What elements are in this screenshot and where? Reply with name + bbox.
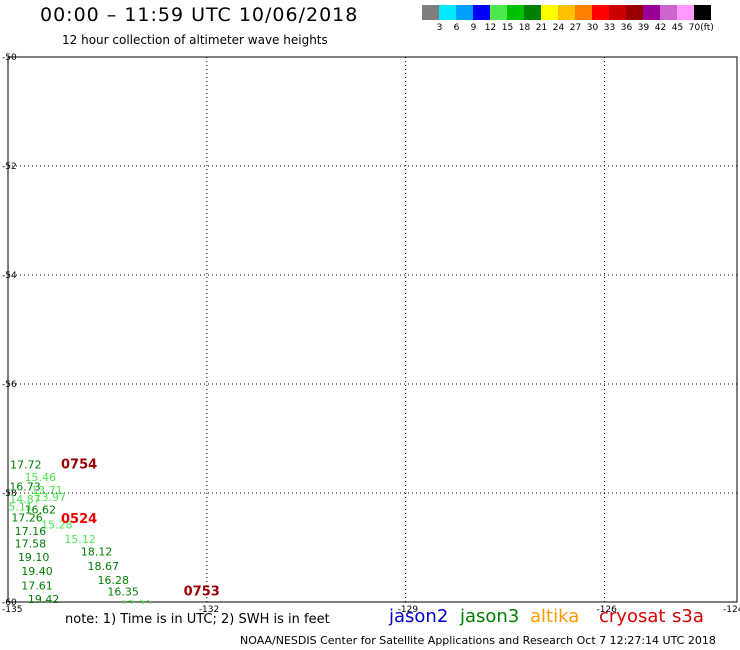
wave-height-label: 18.67 <box>88 560 120 573</box>
legend-label: 18 <box>518 23 531 33</box>
wave-height-label: 15.12 <box>64 533 96 546</box>
wave-height-label: 13.97 <box>35 491 67 504</box>
pass-time-label: 0754 <box>61 457 97 472</box>
wave-height-label: 14.87 <box>9 493 41 506</box>
legend-unit: (ft) <box>700 23 714 33</box>
x-tick-label: -124 <box>723 605 740 615</box>
legend-label: 12 <box>484 23 497 33</box>
legend-swatch <box>456 5 473 20</box>
chart-title: 00:00 – 11:59 UTC 10/06/2018 <box>40 4 359 26</box>
plot-frame <box>7 56 738 603</box>
credit-line: NOAA/NESDIS Center for Satellite Applica… <box>240 634 716 647</box>
legend-swatch <box>626 5 643 20</box>
legend-swatch <box>660 5 677 20</box>
satellite-label-altika: altika <box>530 606 580 627</box>
legend-swatch <box>524 5 541 20</box>
y-tick-label: -52 <box>2 162 17 172</box>
footer-note: note: 1) Time is in UTC; 2) SWH is in fe… <box>65 612 330 627</box>
legend-label: 33 <box>603 23 616 33</box>
wave-height-label: 17.72 <box>10 458 42 471</box>
legend-label: 42 <box>654 23 667 33</box>
y-tick-label: -56 <box>2 380 17 390</box>
legend-swatch <box>609 5 626 20</box>
legend-label: 3 <box>436 23 443 33</box>
pass-time-label: 0753 <box>184 584 220 599</box>
wave-height-label: 19.10 <box>18 551 50 564</box>
wave-height-label: 16.28 <box>97 574 129 587</box>
wave-height-label: 17.16 <box>15 525 47 538</box>
wave-height-label: 15.46 <box>25 471 57 484</box>
observation-layer: 13.3713.3613.6514.3513.0115.7314.8213.92… <box>1 457 220 619</box>
legend-swatch <box>643 5 660 20</box>
wave-height-label: 16.35 <box>107 585 139 598</box>
x-tick-label: -129 <box>398 605 419 615</box>
y-tick-label: -60 <box>2 598 17 608</box>
satellite-label-jason3: jason3 <box>460 606 520 627</box>
legend-swatch <box>541 5 558 20</box>
wave-height-label: 17.61 <box>21 579 53 592</box>
wave-height-label: 15.11 <box>1 500 33 513</box>
x-tick-label: -135 <box>2 605 22 615</box>
y-tick-label: -54 <box>2 271 17 281</box>
chart-subtitle: 12 hour collection of altimeter wave hei… <box>62 33 328 47</box>
wave-height-label: 16.73 <box>9 480 41 493</box>
legend-label: 39 <box>637 23 650 33</box>
wave-height-label: 16.62 <box>25 504 57 517</box>
legend-label: 21 <box>535 23 548 33</box>
legend-label: 6 <box>453 23 460 33</box>
wave-height-label: 17.22 <box>121 599 153 612</box>
satellite-label-cryosat: cryosat <box>599 606 666 627</box>
legend-swatch <box>592 5 609 20</box>
legend-swatch <box>422 5 439 20</box>
wave-height-label: 18.12 <box>81 546 113 559</box>
x-tick-label: -132 <box>199 605 219 615</box>
legend-label: 27 <box>569 23 582 33</box>
legend-swatch <box>439 5 456 20</box>
legend-label: 36 <box>620 23 633 33</box>
satellite-label-s3a: s3a <box>672 606 704 627</box>
y-tick-label: -50 <box>2 53 17 63</box>
legend-swatch <box>694 5 711 20</box>
wave-height-label: 17.26 <box>11 511 43 524</box>
legend-label: 9 <box>470 23 477 33</box>
legend-swatch <box>575 5 592 20</box>
legend-label: 30 <box>586 23 599 33</box>
legend-swatch <box>507 5 524 20</box>
legend-label: 70 <box>688 23 701 33</box>
legend-swatch <box>473 5 490 20</box>
legend-label: 15 <box>501 23 514 33</box>
legend-label: 24 <box>552 23 565 33</box>
wave-height-label: 19.42 <box>28 593 60 606</box>
legend-swatch <box>558 5 575 20</box>
wave-height-label: 13.71 <box>31 484 63 497</box>
wave-height-label: 19.76 <box>31 606 63 619</box>
wave-height-label: 19.40 <box>21 565 53 578</box>
wave-height-label: 15.28 <box>41 518 73 531</box>
satellite-label-jason2: jason2 <box>389 606 449 627</box>
y-tick-label: -58 <box>2 489 17 499</box>
legend-label: 45 <box>671 23 684 33</box>
legend-swatch <box>490 5 507 20</box>
x-tick-label: -126 <box>596 605 617 615</box>
legend-swatch <box>677 5 694 20</box>
wave-height-label: 17.58 <box>15 538 47 551</box>
pass-time-label: 0524 <box>61 512 97 527</box>
